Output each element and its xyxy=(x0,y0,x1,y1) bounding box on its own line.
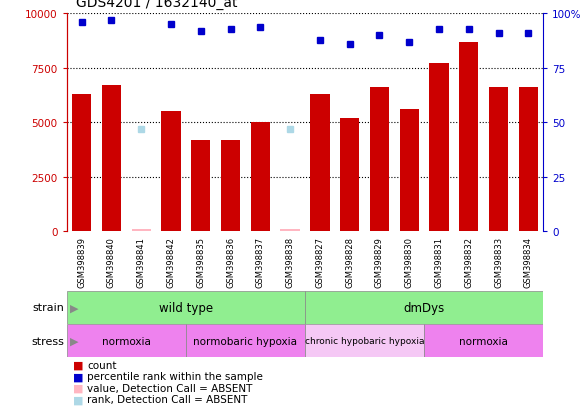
Text: ■: ■ xyxy=(73,383,83,393)
Bar xyxy=(519,88,538,231)
Bar xyxy=(221,140,241,231)
Bar xyxy=(400,110,419,231)
Bar xyxy=(191,140,210,231)
Text: GSM398832: GSM398832 xyxy=(464,236,474,287)
Bar xyxy=(67,324,186,357)
Bar xyxy=(162,112,181,231)
Text: wild type: wild type xyxy=(159,301,213,314)
Text: GSM398837: GSM398837 xyxy=(256,236,265,287)
Text: GSM398827: GSM398827 xyxy=(315,236,324,287)
Text: stress: stress xyxy=(31,336,64,346)
Bar xyxy=(305,291,543,324)
Text: count: count xyxy=(87,360,117,370)
Bar xyxy=(305,324,424,357)
Bar xyxy=(489,88,508,231)
Text: GSM398830: GSM398830 xyxy=(405,236,414,287)
Text: normoxia: normoxia xyxy=(102,336,151,346)
Text: GDS4201 / 1632140_at: GDS4201 / 1632140_at xyxy=(76,0,238,10)
Text: GSM398839: GSM398839 xyxy=(77,236,86,287)
Text: ■: ■ xyxy=(73,394,83,404)
Text: GSM398831: GSM398831 xyxy=(435,236,443,287)
Text: percentile rank within the sample: percentile rank within the sample xyxy=(87,371,263,381)
Bar xyxy=(131,229,151,231)
Bar xyxy=(250,123,270,231)
Text: normoxia: normoxia xyxy=(459,336,508,346)
Text: value, Detection Call = ABSENT: value, Detection Call = ABSENT xyxy=(87,383,253,393)
Text: chronic hypobaric hypoxia: chronic hypobaric hypoxia xyxy=(305,336,424,345)
Text: normobaric hypoxia: normobaric hypoxia xyxy=(193,336,297,346)
Text: GSM398829: GSM398829 xyxy=(375,236,384,287)
Text: dmDys: dmDys xyxy=(404,301,444,314)
Text: GSM398836: GSM398836 xyxy=(226,236,235,287)
Bar xyxy=(186,324,305,357)
Text: GSM398840: GSM398840 xyxy=(107,236,116,287)
Text: ■: ■ xyxy=(73,360,83,370)
Text: GSM398838: GSM398838 xyxy=(286,236,295,287)
Bar xyxy=(370,88,389,231)
Text: rank, Detection Call = ABSENT: rank, Detection Call = ABSENT xyxy=(87,394,248,404)
Text: ▶: ▶ xyxy=(70,336,78,346)
Bar xyxy=(429,64,449,231)
Bar xyxy=(102,86,121,231)
Bar xyxy=(67,291,305,324)
Text: GSM398835: GSM398835 xyxy=(196,236,205,287)
Text: GSM398834: GSM398834 xyxy=(524,236,533,287)
Text: GSM398828: GSM398828 xyxy=(345,236,354,287)
Bar xyxy=(72,95,91,231)
Text: GSM398842: GSM398842 xyxy=(167,236,175,287)
Bar xyxy=(424,324,543,357)
Text: strain: strain xyxy=(32,303,64,313)
Bar xyxy=(281,229,300,231)
Text: GSM398833: GSM398833 xyxy=(494,236,503,287)
Bar xyxy=(310,95,329,231)
Bar xyxy=(340,119,360,231)
Text: ■: ■ xyxy=(73,371,83,381)
Text: ▶: ▶ xyxy=(70,303,78,313)
Bar xyxy=(459,43,479,231)
Text: GSM398841: GSM398841 xyxy=(137,236,146,287)
